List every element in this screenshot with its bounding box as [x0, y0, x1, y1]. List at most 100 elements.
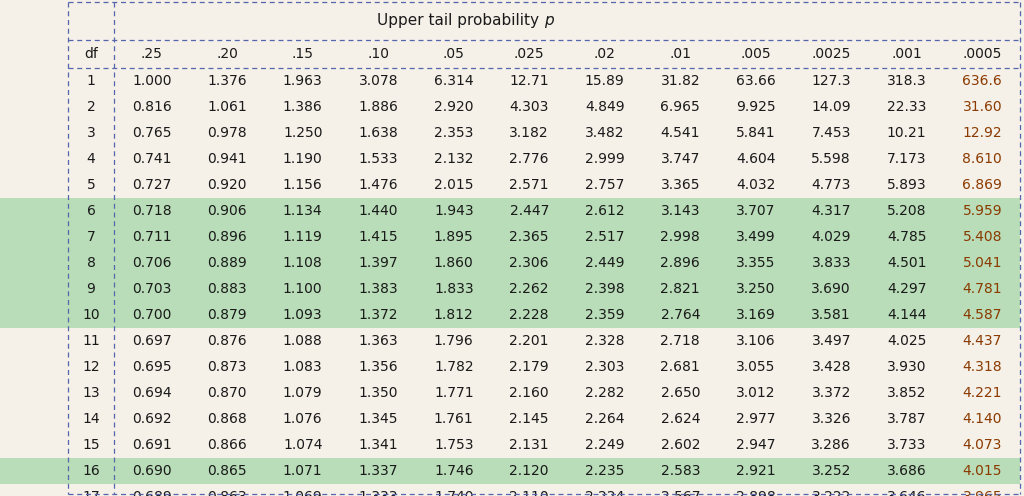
- Text: p: p: [544, 13, 554, 28]
- Text: 17: 17: [82, 490, 99, 496]
- Text: 0.718: 0.718: [132, 204, 172, 218]
- Text: 1.069: 1.069: [283, 490, 323, 496]
- Text: df: df: [84, 47, 98, 61]
- Text: 6: 6: [87, 204, 95, 218]
- Text: 6.965: 6.965: [660, 100, 700, 114]
- Bar: [68, 224, 1020, 250]
- Text: 5.959: 5.959: [963, 204, 1002, 218]
- Text: 2.898: 2.898: [736, 490, 775, 496]
- Text: 0.711: 0.711: [132, 230, 172, 244]
- Text: 1.074: 1.074: [283, 438, 323, 452]
- Text: 2.681: 2.681: [660, 360, 700, 374]
- Text: 1.746: 1.746: [434, 464, 473, 478]
- Bar: [0, 250, 68, 276]
- Text: 1.088: 1.088: [283, 334, 323, 348]
- Text: 2.365: 2.365: [510, 230, 549, 244]
- Text: 12.71: 12.71: [509, 74, 549, 88]
- Bar: [68, 484, 1020, 496]
- Bar: [68, 276, 1020, 302]
- Text: 13: 13: [82, 386, 99, 400]
- Bar: [0, 276, 68, 302]
- Text: 1.383: 1.383: [358, 282, 398, 296]
- Text: 0.941: 0.941: [208, 152, 247, 166]
- Text: 1.345: 1.345: [358, 412, 398, 426]
- Text: 1.440: 1.440: [358, 204, 398, 218]
- Text: 6.869: 6.869: [963, 178, 1002, 192]
- Text: 4.029: 4.029: [811, 230, 851, 244]
- Text: 1.740: 1.740: [434, 490, 473, 496]
- Text: .005: .005: [740, 47, 771, 61]
- Text: 1.376: 1.376: [208, 74, 247, 88]
- Bar: [68, 172, 1020, 198]
- Text: 1.833: 1.833: [434, 282, 473, 296]
- Text: 3.326: 3.326: [811, 412, 851, 426]
- Text: 1.061: 1.061: [208, 100, 247, 114]
- Bar: [0, 68, 68, 94]
- Bar: [0, 458, 68, 484]
- Bar: [0, 198, 68, 224]
- Bar: [68, 120, 1020, 146]
- Bar: [68, 328, 1020, 354]
- Text: 1.397: 1.397: [358, 256, 398, 270]
- Text: 0.765: 0.765: [132, 126, 171, 140]
- Text: 0.694: 0.694: [132, 386, 172, 400]
- Text: 4.025: 4.025: [887, 334, 927, 348]
- Text: 3.182: 3.182: [509, 126, 549, 140]
- Text: 1.337: 1.337: [358, 464, 398, 478]
- Text: 1.079: 1.079: [283, 386, 323, 400]
- Text: 2.131: 2.131: [509, 438, 549, 452]
- Text: 4.073: 4.073: [963, 438, 1001, 452]
- Text: 5.208: 5.208: [887, 204, 927, 218]
- Text: 4.541: 4.541: [660, 126, 700, 140]
- Text: 10.21: 10.21: [887, 126, 927, 140]
- Text: 5.841: 5.841: [736, 126, 775, 140]
- Text: 31.82: 31.82: [660, 74, 700, 88]
- Text: 3.428: 3.428: [811, 360, 851, 374]
- Bar: [68, 380, 1020, 406]
- Text: 1.761: 1.761: [434, 412, 474, 426]
- Text: 0.889: 0.889: [208, 256, 247, 270]
- Text: 4.318: 4.318: [963, 360, 1002, 374]
- Text: 11: 11: [82, 334, 100, 348]
- Text: 2.145: 2.145: [510, 412, 549, 426]
- Text: 8.610: 8.610: [963, 152, 1002, 166]
- Text: 0.906: 0.906: [208, 204, 247, 218]
- Bar: [68, 198, 1020, 224]
- Text: 2.110: 2.110: [509, 490, 549, 496]
- Text: 2.999: 2.999: [585, 152, 625, 166]
- Text: 0.920: 0.920: [208, 178, 247, 192]
- Text: 2.764: 2.764: [660, 308, 700, 322]
- Text: 0.690: 0.690: [132, 464, 172, 478]
- Text: .10: .10: [368, 47, 389, 61]
- Bar: [0, 2, 68, 494]
- Text: 4.297: 4.297: [887, 282, 927, 296]
- Text: 1.415: 1.415: [358, 230, 398, 244]
- Text: 0.727: 0.727: [132, 178, 171, 192]
- Text: 14.09: 14.09: [811, 100, 851, 114]
- Text: 4.144: 4.144: [887, 308, 927, 322]
- Text: 3.482: 3.482: [585, 126, 625, 140]
- Text: 4.604: 4.604: [736, 152, 775, 166]
- Text: 15.89: 15.89: [585, 74, 625, 88]
- Text: .05: .05: [442, 47, 465, 61]
- Text: 4.785: 4.785: [887, 230, 927, 244]
- Text: 1.108: 1.108: [283, 256, 323, 270]
- Bar: [0, 120, 68, 146]
- Text: 1.886: 1.886: [358, 100, 398, 114]
- Text: 4.140: 4.140: [963, 412, 1002, 426]
- Text: 0.866: 0.866: [208, 438, 247, 452]
- Text: 1.796: 1.796: [434, 334, 474, 348]
- Text: 2.602: 2.602: [660, 438, 700, 452]
- Text: 2.896: 2.896: [660, 256, 700, 270]
- Text: 1.083: 1.083: [283, 360, 323, 374]
- Text: 3.930: 3.930: [887, 360, 927, 374]
- Text: .0005: .0005: [963, 47, 1001, 61]
- Text: 4.303: 4.303: [510, 100, 549, 114]
- Text: 9: 9: [87, 282, 95, 296]
- Text: 1.363: 1.363: [358, 334, 398, 348]
- Text: 3.965: 3.965: [963, 490, 1002, 496]
- Text: 1.093: 1.093: [283, 308, 323, 322]
- Text: 0.816: 0.816: [132, 100, 172, 114]
- Text: 4.317: 4.317: [811, 204, 851, 218]
- Bar: [68, 94, 1020, 120]
